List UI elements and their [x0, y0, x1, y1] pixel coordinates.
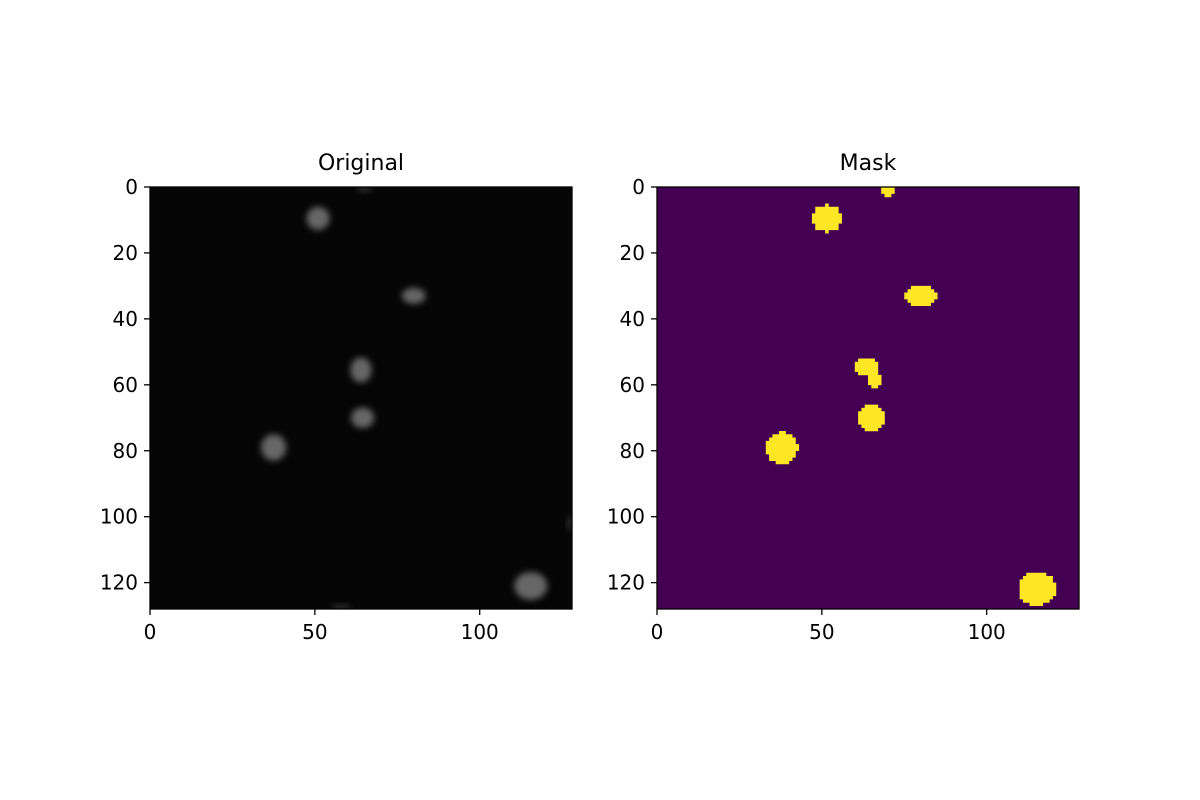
nucleus-blob — [514, 572, 548, 600]
axes-frame — [656, 186, 1080, 610]
x-tick-label: 0 — [144, 620, 157, 644]
nucleus-blob — [306, 206, 330, 230]
y-tick-label: 40 — [113, 307, 138, 331]
image-background — [150, 187, 572, 609]
mask-blob — [765, 430, 800, 465]
x-tick-label: 0 — [651, 620, 664, 644]
mask-blob — [858, 404, 885, 432]
panels: Original 0 50 100 0 20 40 60 80 100 120 Mask 0 50 100 0… — [100, 151, 1080, 644]
y-tick-label: 80 — [620, 439, 645, 463]
y-tick-label: 60 — [620, 373, 645, 397]
panel-original: Original 0 50 100 0 20 40 60 80 100 120 — [100, 151, 573, 644]
y-tick-label: 100 — [607, 505, 645, 529]
image-content — [765, 187, 1057, 607]
nucleus-blob — [351, 407, 375, 429]
mask-blob — [854, 358, 879, 376]
x-tick-label: 50 — [302, 620, 327, 644]
nucleus-blob — [261, 434, 287, 461]
y-tick-label: 80 — [113, 439, 138, 463]
nucleus-blob — [331, 604, 352, 609]
nucleus-blob — [401, 287, 426, 304]
y-tick-label: 120 — [100, 571, 138, 595]
chart-title: Original — [318, 151, 404, 176]
y-tick-label: 60 — [113, 373, 138, 397]
panel-mask: Mask 0 50 100 0 20 40 60 80 100 120 — [607, 151, 1080, 644]
mask-blob — [881, 187, 895, 198]
y-tick-label: 0 — [632, 175, 645, 199]
y-tick-label: 120 — [607, 571, 645, 595]
x-tick-label: 100 — [968, 620, 1006, 644]
y-tick-label: 20 — [620, 241, 645, 265]
nucleus-blob — [567, 515, 572, 532]
axes-frame — [149, 186, 573, 610]
y-tick-label: 20 — [113, 241, 138, 265]
mask-blob — [868, 371, 882, 389]
nucleus-blob — [350, 357, 372, 383]
y-tick-label: 100 — [100, 505, 138, 529]
mask-blob — [1019, 572, 1057, 607]
mask-blob — [904, 285, 938, 306]
x-tick-label: 100 — [461, 620, 499, 644]
y-tick-label: 0 — [125, 175, 138, 199]
x-tick-label: 50 — [809, 620, 834, 644]
chart-title: Mask — [840, 151, 897, 176]
mask-blob — [811, 203, 842, 234]
image-background — [657, 187, 1079, 609]
image-content — [261, 187, 572, 609]
y-tick-label: 40 — [620, 307, 645, 331]
nucleus-blob — [356, 187, 373, 192]
